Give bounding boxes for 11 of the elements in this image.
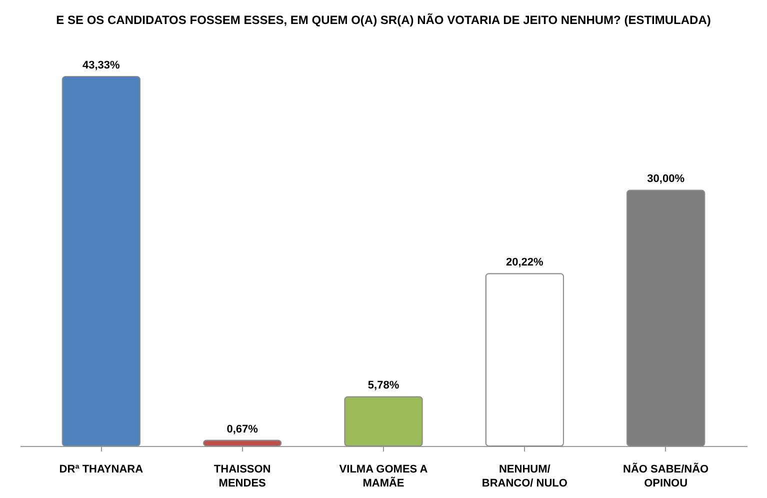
x-tick-label: DRª THAYNARA (59, 464, 144, 476)
data-label: 20,22% (506, 256, 544, 269)
data-label: 43,33% (82, 60, 120, 72)
data-label: 30,00% (647, 173, 685, 186)
x-tick-label: NENHUM/ BRANCO/ NULO (482, 464, 568, 490)
x-tick-label: THAISSON MENDES (214, 464, 271, 490)
data-label: 5,78% (368, 380, 400, 392)
x-tick-label: NÃO SABE/NÃO OPINOU (623, 462, 710, 490)
data-label: 0,67% (226, 423, 258, 436)
x-tick-label: VILMA GOMES A MAMÃE (339, 464, 428, 490)
chart-title: E SE OS CANDIDATOS FOSSEM ESSES, EM QUEM O(A) SR(A) NÃO VOTARIA DE JEITO NENHUM? (ESTIMULADA) (56, 13, 711, 27)
